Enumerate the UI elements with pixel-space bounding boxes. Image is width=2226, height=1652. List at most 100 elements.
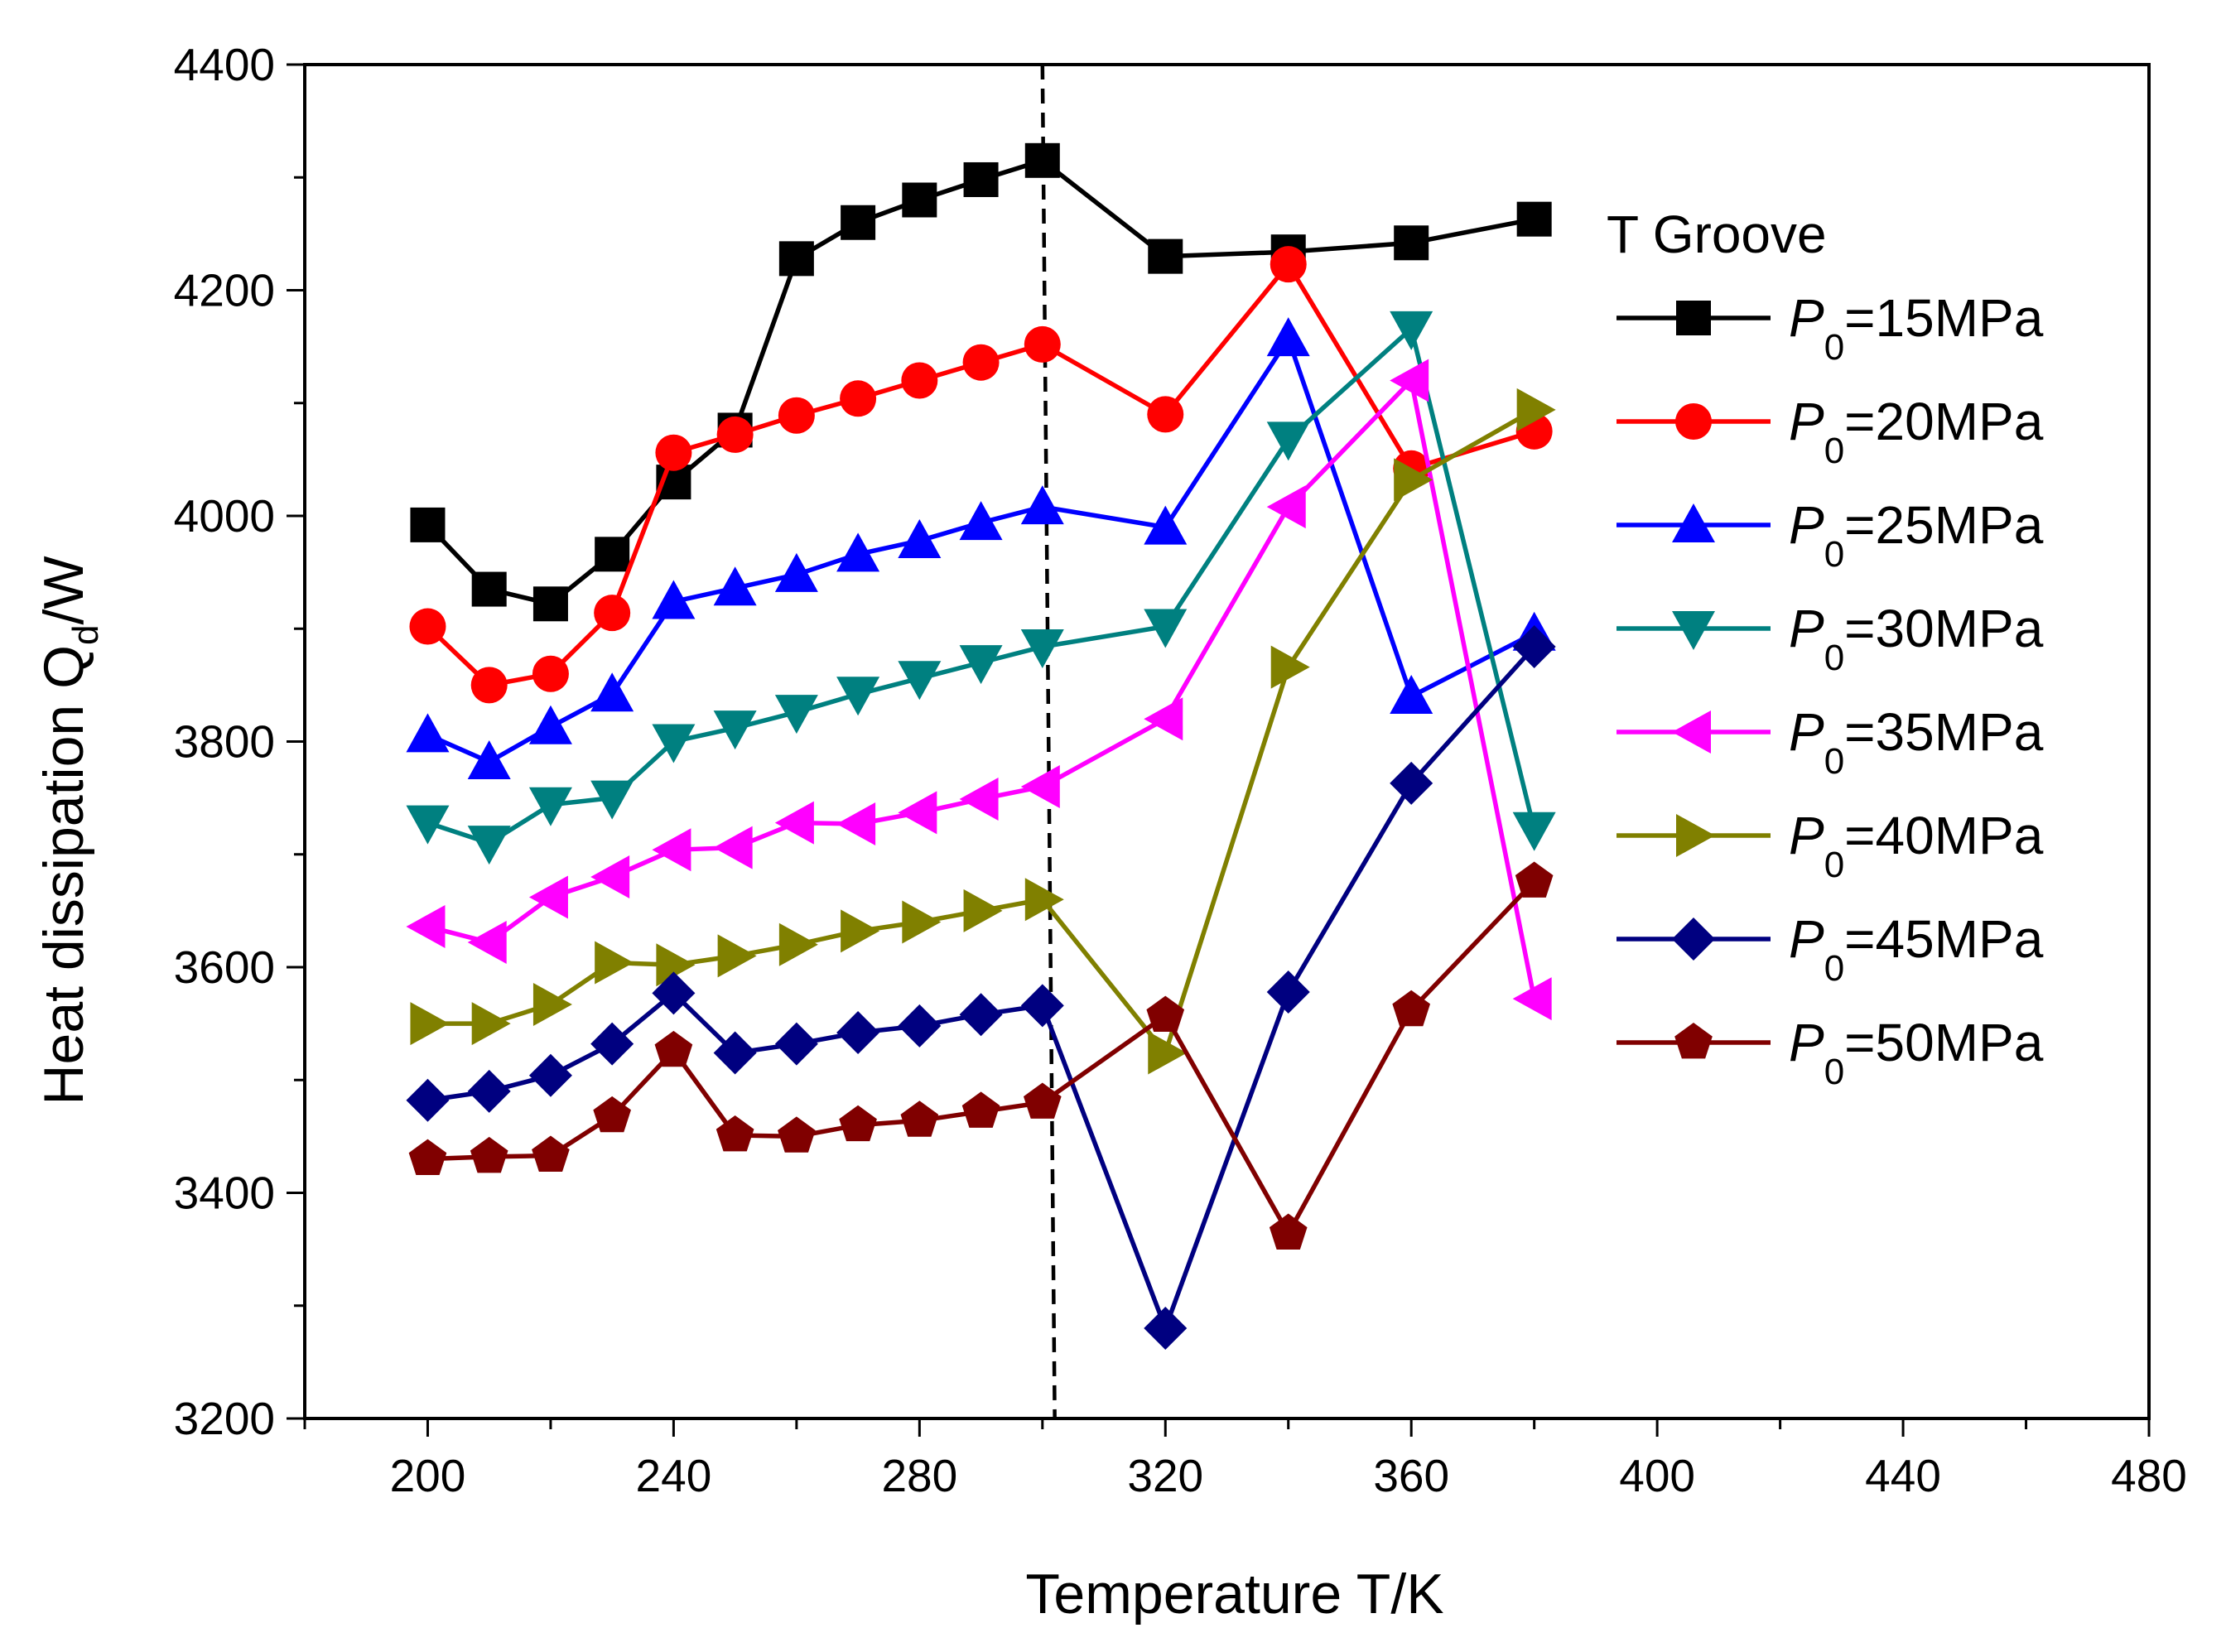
data-point (652, 724, 696, 763)
data-point (774, 695, 818, 734)
plot-frame-group (303, 63, 2151, 1420)
data-point (528, 787, 572, 826)
y-axis-title-subscript: d (65, 624, 106, 644)
y-axis-title-main: Heat dissipation Q (32, 645, 95, 1105)
data-point (959, 501, 1003, 541)
data-point (406, 1078, 450, 1122)
series-3 (406, 311, 1556, 865)
data-point (655, 434, 692, 471)
reference-line-group (1040, 64, 1057, 1419)
legend-marker (1675, 403, 1712, 440)
data-point (1020, 765, 1060, 808)
legend-label-value: =35MPa (1844, 702, 2044, 762)
data-point (652, 828, 691, 872)
legend-marker (1672, 918, 1715, 961)
data-point (406, 904, 446, 948)
data-point (901, 362, 938, 399)
data-point (1024, 325, 1061, 363)
data-point (595, 537, 630, 572)
legend-label: P0=40MPa (1789, 806, 2044, 885)
plot-frame (303, 63, 2151, 1420)
data-point (410, 1002, 450, 1046)
axes: 200 240 280 320 360 400 440 480 3200 3400 3600 3800… (174, 39, 2187, 1501)
legend-label: P0=15MPa (1789, 288, 2044, 368)
data-point (1269, 1213, 1308, 1250)
legend-label-subscript: 0 (1824, 741, 1844, 782)
data-point (898, 518, 942, 558)
x-tick-label: 280 (881, 1450, 957, 1501)
y-tick-label: 4200 (174, 265, 275, 316)
data-point (1512, 812, 1556, 851)
legend-label-value: =20MPa (1844, 392, 2044, 451)
y-tick-label: 4000 (174, 490, 275, 542)
legend-item: P0=15MPa (1616, 288, 2044, 368)
data-point (471, 571, 507, 607)
data-point (406, 805, 450, 845)
data-point (408, 1139, 447, 1176)
data-point (716, 416, 754, 453)
data-point (1392, 990, 1431, 1027)
legend-marker (1672, 503, 1715, 542)
legend-label-subscript: 0 (1824, 1052, 1844, 1092)
data-point (409, 608, 446, 645)
legend-label: P0=45MPa (1789, 909, 2044, 989)
data-point (836, 802, 876, 845)
data-point (467, 1069, 511, 1113)
y-tick-label: 4400 (174, 39, 275, 90)
data-point (654, 1030, 693, 1067)
data-point (840, 380, 877, 417)
data-point (593, 1096, 631, 1133)
legend-label: P0=35MPa (1789, 702, 2044, 782)
data-point (778, 241, 814, 277)
legend-item: P0=20MPa (1616, 392, 2044, 471)
data-point (713, 1031, 757, 1075)
data-point (841, 909, 880, 953)
legend-label-symbol: P (1789, 806, 1824, 865)
legend-item: P0=45MPa (1616, 909, 2044, 989)
data-point (590, 1022, 634, 1066)
data-point (652, 971, 696, 1015)
x-tick-label: 200 (390, 1450, 466, 1501)
legend-marker (1672, 710, 1711, 754)
legend-label-value: =15MPa (1844, 288, 2044, 348)
y-tick-label: 3800 (174, 716, 275, 768)
y-tick-label: 3600 (174, 942, 275, 993)
data-point (1390, 311, 1433, 350)
data-point (1266, 317, 1310, 357)
series-6 (406, 625, 1556, 1350)
legend-label: P0=20MPa (1789, 392, 2044, 471)
series-5 (410, 388, 1556, 1075)
data-point (959, 993, 1003, 1037)
legend-marker (1674, 1023, 1713, 1059)
data-point (1270, 645, 1310, 689)
data-point (959, 777, 999, 821)
legend-label-symbol: P (1789, 1013, 1824, 1072)
legend-label: P0=25MPa (1789, 495, 2044, 575)
legend-label-symbol: P (1789, 392, 1824, 451)
data-point (1266, 421, 1310, 461)
data-point (778, 1116, 816, 1153)
data-point (778, 922, 818, 966)
legend-item: P0=40MPa (1616, 806, 2044, 885)
data-point (1394, 225, 1429, 261)
data-point (1515, 861, 1554, 898)
data-point (595, 941, 634, 985)
data-point (1390, 761, 1433, 805)
data-point (962, 344, 1000, 381)
data-point (1148, 1031, 1188, 1075)
series-group (406, 142, 1556, 1350)
data-point (652, 580, 696, 619)
data-point (959, 645, 1003, 685)
data-point (594, 595, 631, 632)
x-tick-label: 400 (1619, 1450, 1695, 1501)
data-point (590, 672, 634, 712)
data-point (410, 507, 446, 542)
x-tick-label: 360 (1373, 1450, 1449, 1501)
data-point (467, 826, 511, 865)
data-point (716, 1115, 754, 1152)
data-point (656, 943, 696, 987)
legend-label-subscript: 0 (1824, 431, 1844, 471)
legend-item: P0=30MPa (1616, 599, 2044, 678)
data-point (841, 205, 876, 240)
